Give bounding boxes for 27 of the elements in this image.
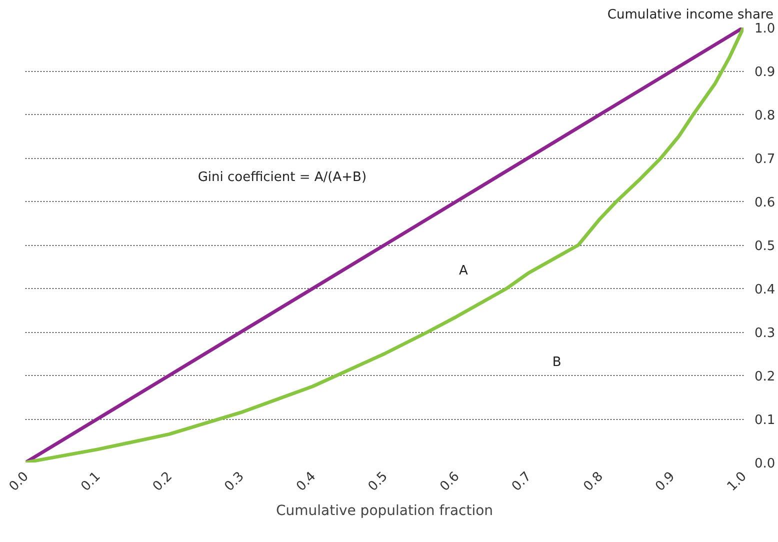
annotation: Gini coefficient = A/(A+B) [198, 170, 367, 186]
y-tick-label: 0.7 [754, 152, 776, 167]
x-tick-label: 0.6 [437, 469, 463, 494]
x-tick-label: 1.0 [724, 469, 750, 494]
x-tick-label: 0.0 [6, 469, 32, 494]
y-tick-label: 0.4 [754, 282, 776, 298]
x-tick-label: 0.1 [78, 469, 104, 494]
x-tick-label: 0.3 [222, 469, 248, 494]
x-tick-label: 0.5 [366, 469, 391, 494]
x-tick-label: 0.4 [294, 469, 320, 494]
x-tick-label: 0.7 [509, 469, 534, 494]
y-tick-label: 0.6 [754, 196, 776, 210]
y-tick-label: 0.1 [754, 413, 776, 428]
x-axis-title: Cumulative population fraction [276, 503, 494, 520]
y-tick-label: 0.3 [754, 326, 776, 341]
y-axis-title: Cumulative income share [607, 8, 774, 22]
x-tick-label: 0.8 [581, 469, 606, 494]
y-tick-label: 0.2 [754, 370, 776, 384]
y-tick-label: 1.0 [754, 22, 776, 36]
y-tick-label: 0.5 [754, 239, 776, 254]
annotation: B [552, 354, 562, 370]
x-tick-label: 0.9 [652, 469, 678, 494]
annotation: A [459, 264, 468, 279]
y-tick-label: 0.0 [754, 456, 776, 472]
x-tick-label: 0.2 [150, 469, 176, 494]
y-tick-label: 0.9 [754, 65, 776, 80]
y-tick-label: 0.8 [754, 108, 776, 124]
